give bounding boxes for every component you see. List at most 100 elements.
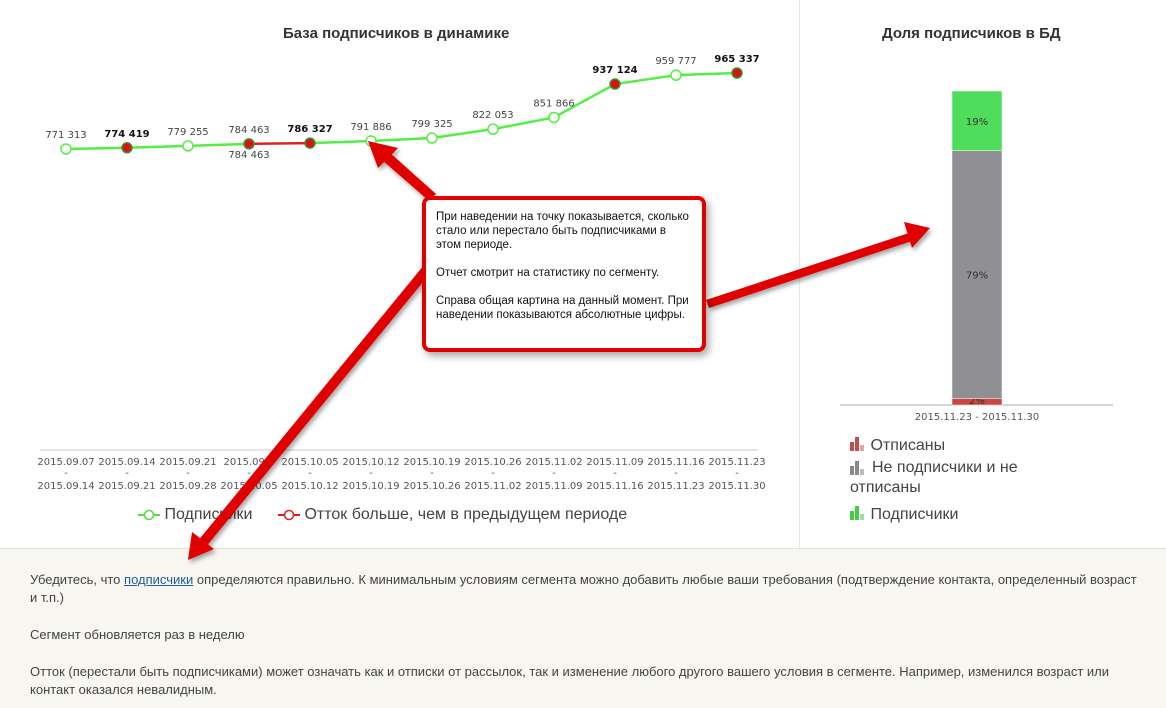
- x-tick-label: 2015.11.16: [647, 457, 704, 468]
- series-line-segment: [492, 116, 555, 131]
- x-tick-label: 2015.11.30: [708, 481, 765, 492]
- series-line-segment: [553, 82, 616, 119]
- legend-item-subscribers[interactable]: Подписчики: [138, 506, 252, 524]
- bar-chart-icon: [850, 506, 866, 520]
- data-label: 774 419: [104, 129, 149, 140]
- x-tick-label: -: [247, 468, 251, 479]
- series-line-segment: [248, 141, 311, 146]
- series-line-segment: [614, 73, 677, 86]
- x-tick-label: 2015.09.21: [159, 457, 216, 468]
- x-tick-label: -: [613, 468, 617, 479]
- legend-label: Подписчики: [870, 506, 959, 523]
- legend-line-marker-icon: [138, 509, 160, 521]
- bar-segment-label: 19%: [966, 117, 988, 128]
- data-label: 791 886: [350, 122, 391, 133]
- share-panel: Доля подписчиков в БД 2% 79% 19% 2015.11.23…: [799, 0, 1166, 548]
- subscribers-link[interactable]: подписчики: [124, 572, 194, 587]
- x-tick-label: 2015.10.12: [342, 457, 399, 468]
- data-point[interactable]: [182, 140, 194, 152]
- x-tick-label: 2015.11.23 - 2015.11.30: [915, 412, 1039, 423]
- callout-paragraph: Справа общая картина на данный момент. П…: [436, 295, 689, 321]
- bar-chart-icon: [850, 461, 866, 475]
- x-tick-label: -: [735, 468, 739, 479]
- x-tick-label: 2015.10.19: [342, 481, 399, 492]
- legend-label: Отток больше, чем в предыдущем периоде: [304, 506, 628, 523]
- series-line-segment: [187, 142, 250, 148]
- data-point[interactable]: [60, 143, 72, 155]
- data-point[interactable]: [365, 135, 377, 147]
- x-tick-label: 2015.10.19: [403, 457, 460, 468]
- annotation-callout: При наведении на точку показывается, ско…: [422, 196, 706, 352]
- data-label: 786 327: [287, 124, 332, 135]
- bar-segment-label: 2%: [969, 396, 985, 407]
- data-label: 851 866: [533, 98, 574, 109]
- data-point[interactable]: [243, 138, 255, 150]
- share-stacked-bar-chart: 2% 79% 19% 2015.11.23 - 2015.11.30: [840, 90, 1113, 423]
- series-line-segment: [431, 127, 494, 140]
- x-tick-label: 2015.09.07: [37, 457, 94, 468]
- legend-item-not-subscribers[interactable]: Не подписчики и не отписаны: [850, 458, 1050, 498]
- x-tick-label: 2015.10.05: [220, 481, 277, 492]
- footer-paragraph-schedule: Сегмент обновляется раз в неделю: [30, 627, 245, 642]
- x-tick-label: 2015.11.23: [708, 457, 765, 468]
- x-tick-label: -: [552, 468, 556, 479]
- x-tick-label: 2015.11.02: [525, 457, 582, 468]
- x-tick-label: -: [491, 468, 495, 479]
- legend-item-churn[interactable]: Отток больше, чем в предыдущем периоде: [278, 506, 627, 524]
- x-tick-label: 2015.10.26: [464, 457, 521, 468]
- x-tick-label: -: [430, 468, 434, 479]
- dynamics-chart-title: База подписчиков в динамике: [283, 25, 510, 42]
- data-point[interactable]: [731, 67, 743, 79]
- bar-segment[interactable]: [951, 90, 1003, 151]
- x-tick-label: 2015.11.16: [586, 481, 643, 492]
- legend-label: Подписчики: [164, 506, 253, 523]
- series-line-segment: [309, 139, 372, 145]
- x-tick-label: 2015.09.2: [224, 457, 275, 468]
- x-tick-label: 2015.10.26: [403, 481, 460, 492]
- data-point[interactable]: [121, 142, 133, 154]
- data-point[interactable]: [426, 132, 438, 144]
- data-point[interactable]: [609, 78, 621, 90]
- x-tick-label: 2015.11.09: [586, 457, 643, 468]
- footer-text: определяются правильно. К минимальным ус…: [30, 572, 1137, 605]
- x-tick-label: -: [125, 468, 129, 479]
- x-tick-label: 2015.09.21: [98, 481, 155, 492]
- legend-label: Не подписчики и не отписаны: [850, 459, 1018, 496]
- x-tick-label: 2015.11.09: [525, 481, 582, 492]
- legend-item-unsubscribed[interactable]: Отписаны: [850, 437, 945, 455]
- data-label: 771 313: [45, 130, 86, 141]
- data-label: 937 124: [592, 65, 637, 76]
- dynamics-line-chart: 771 313 774 419 779 255 784 463 786 327 791 8…: [37, 54, 765, 492]
- x-tick-label: 2015.11.23: [647, 481, 704, 492]
- data-label: 959 777: [655, 56, 696, 67]
- data-label: 965 337: [714, 54, 759, 65]
- x-tick-label: 2015.11.02: [464, 481, 521, 492]
- x-tick-label: -: [369, 468, 373, 479]
- data-label: 784 463: [228, 125, 269, 136]
- series-line-segment: [126, 144, 189, 150]
- info-footer: Убедитесь, что подписчики определяются п…: [0, 548, 1166, 708]
- x-tick-label: 2015.09.14: [37, 481, 94, 492]
- x-tick-label: 2015.10.12: [281, 481, 338, 492]
- x-tick-label: 2015.10.05: [281, 457, 338, 468]
- data-label: 779 255: [167, 127, 208, 138]
- x-tick-label: 2015.09.14: [98, 457, 155, 468]
- footer-paragraph-churn: Отток (перестали быть подписчиками) може…: [30, 664, 1110, 697]
- x-tick-label: -: [308, 468, 312, 479]
- data-point[interactable]: [304, 137, 316, 149]
- legend-item-subscribers-share[interactable]: Подписчики: [850, 506, 958, 524]
- bar-chart-icon: [850, 437, 866, 451]
- legend-label: Отписаны: [870, 437, 946, 454]
- bar-segment[interactable]: [951, 150, 1003, 399]
- data-point[interactable]: [487, 123, 499, 135]
- data-label: 822 053: [472, 110, 513, 121]
- data-point[interactable]: [670, 69, 682, 81]
- callout-paragraph: При наведении на точку показывается, ско…: [436, 211, 689, 251]
- data-label: 784 463: [228, 150, 269, 161]
- data-point[interactable]: [548, 111, 560, 124]
- series-line-segment: [370, 136, 433, 143]
- x-tick-label: -: [674, 468, 678, 479]
- footer-text: Убедитесь, что: [30, 572, 125, 587]
- footer-paragraph-subscribers: Убедитесь, что подписчики определяются п…: [30, 571, 1140, 607]
- share-chart-title: Доля подписчиков в БД: [882, 25, 1061, 42]
